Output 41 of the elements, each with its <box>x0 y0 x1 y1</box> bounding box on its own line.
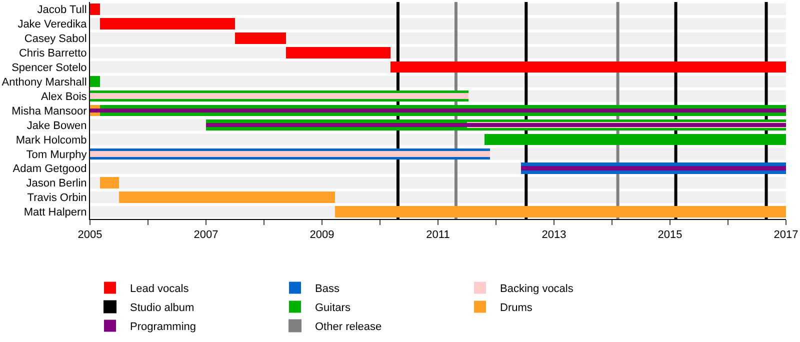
bar <box>286 46 390 58</box>
legend-label: Bass <box>315 283 340 296</box>
y-tick-label: Adam Getgood <box>12 163 87 176</box>
bar <box>100 177 119 188</box>
bar <box>235 32 286 44</box>
x-tick-label: 2007 <box>194 229 218 242</box>
x-tick-label: 2005 <box>78 229 102 242</box>
y-tick-label: Jacob Tull <box>37 4 87 16</box>
legend-label: Guitars <box>315 302 351 314</box>
y-tick-label: Chris Barretto <box>18 47 87 60</box>
legend-label: Drums <box>500 302 533 314</box>
y-tick-label: Anthony Marshall <box>2 76 87 88</box>
y-tick-label: Matt Halpern <box>24 206 87 219</box>
y-tick-label: Spencer Sotelo <box>12 62 87 74</box>
y-tick-label: Misha Mansoor <box>12 105 88 118</box>
legend-label: Other release <box>315 321 382 334</box>
y-tick-label: Jake Bowen <box>26 120 87 132</box>
bar <box>90 76 100 88</box>
y-tick-label: Tom Murphy <box>26 148 88 161</box>
bar <box>100 18 235 30</box>
x-tick-label: 2013 <box>542 229 566 242</box>
bar <box>90 4 100 15</box>
x-tick-label: 2009 <box>310 229 334 242</box>
y-tick-label: Mark Holcomb <box>16 134 87 146</box>
bar <box>90 93 469 100</box>
x-tick-label: 2011 <box>426 229 450 242</box>
y-tick-label: Jake Veredika <box>18 18 88 31</box>
legend-label: Studio album <box>130 302 194 314</box>
bar <box>119 192 335 203</box>
y-tick-label: Travis Orbin <box>27 192 87 204</box>
y-tick-label: Jason Berlin <box>26 178 87 190</box>
y-tick-label: Casey Sabol <box>24 33 87 46</box>
legend-label: Programming <box>130 321 196 334</box>
legend-label: Backing vocals <box>500 283 574 296</box>
bar <box>520 166 786 171</box>
bar <box>90 150 490 157</box>
y-tick-label: Alex Bois <box>40 90 88 103</box>
x-tick-label: 2015 <box>658 229 682 242</box>
x-tick-label: 2017 <box>774 229 798 242</box>
legend-label: Lead vocals <box>130 283 190 296</box>
bar <box>90 108 786 113</box>
